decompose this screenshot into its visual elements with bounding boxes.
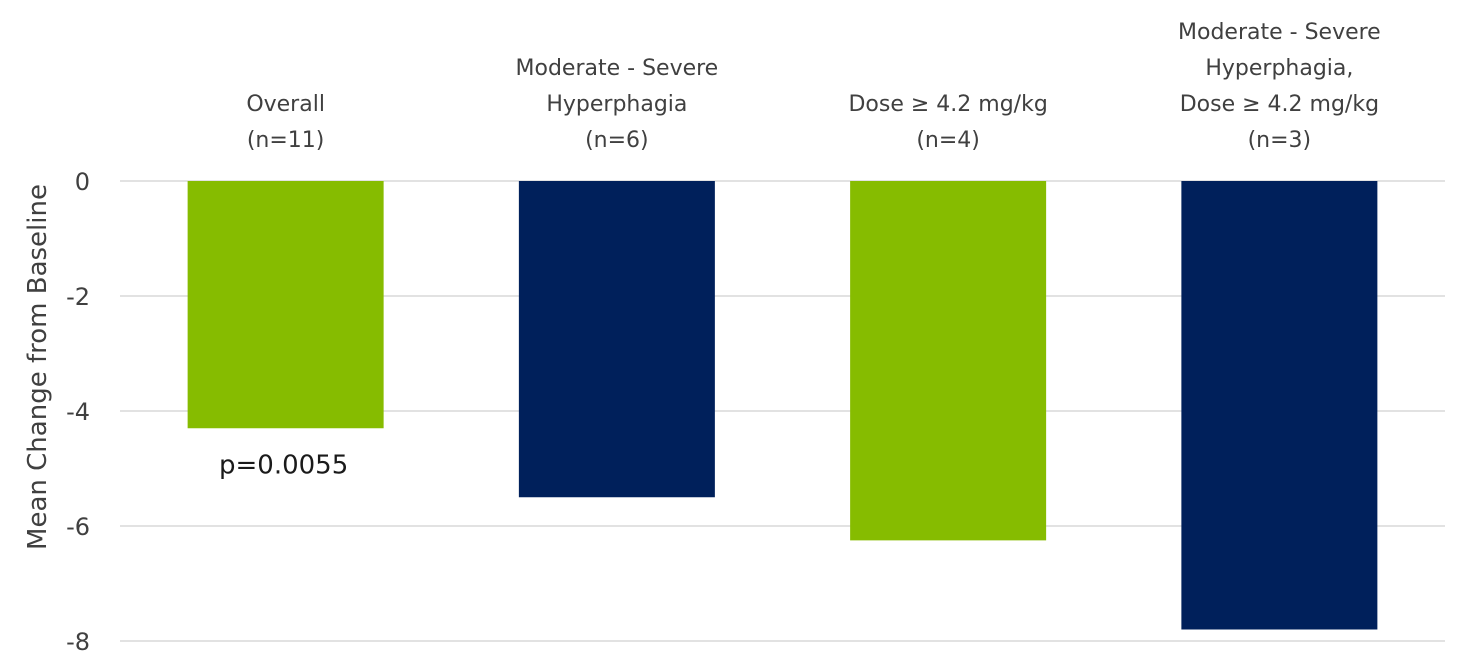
bar (518, 181, 715, 498)
annotations: p=0.0055 (219, 450, 348, 480)
bars (187, 181, 1378, 630)
category-label: Moderate - Severe Hyperphagia (n=6) (516, 56, 719, 153)
bar (1181, 181, 1378, 630)
y-tick-label: -6 (66, 513, 90, 541)
y-tick-label: -4 (66, 398, 90, 426)
y-tick-labels: 0 -2 -4 -6 -8 (66, 168, 90, 655)
category-labels: Overall (n=11) Moderate - Severe Hyperphagi… (246, 20, 1380, 153)
y-tick-label: -2 (66, 283, 90, 311)
category-label: Moderate - Severe Hyperphagia, Dose ≥ 4.2 … (1178, 20, 1381, 153)
category-label: Dose ≥ 4.2 mg/kg (n=4) (848, 92, 1047, 153)
bar (187, 181, 384, 429)
bar (850, 181, 1047, 541)
y-axis-title: Mean Change from Baseline (23, 184, 53, 550)
p-value-annotation: p=0.0055 (219, 450, 348, 480)
category-label: Overall (n=11) (246, 92, 325, 153)
y-tick-label: 0 (75, 168, 90, 196)
y-tick-label: -8 (66, 628, 90, 655)
